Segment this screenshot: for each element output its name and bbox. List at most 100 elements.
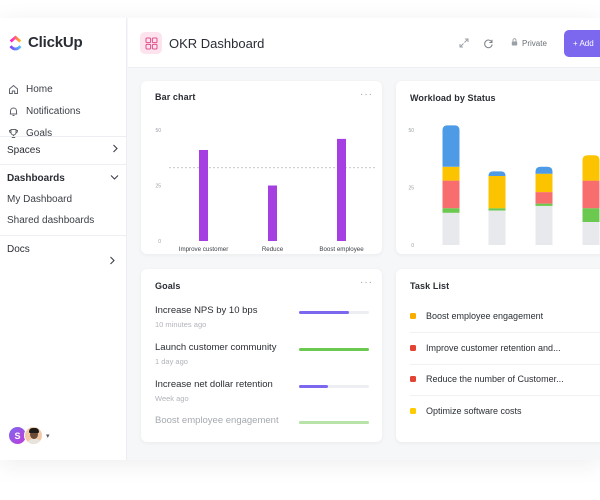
stacked-bar-segment (582, 208, 600, 222)
sidebar-item-shared-dashboards[interactable]: Shared dashboards (7, 215, 95, 226)
task-status-dot (410, 313, 416, 319)
bell-icon (7, 105, 20, 118)
stacked-bar-segment (535, 205, 553, 245)
stacked-bar-segment (442, 208, 460, 213)
stacked-bar-segment (535, 192, 553, 204)
goal-progress-track (299, 421, 369, 424)
card-title: Workload by Status (410, 93, 496, 103)
avatar[interactable] (24, 426, 43, 445)
stacked-bar-segment (582, 155, 600, 181)
y-tick-label: 50 (408, 128, 414, 134)
y-tick-label: 50 (155, 128, 161, 134)
goal-progress-track (299, 348, 369, 351)
brand-name: ClickUp (28, 34, 83, 51)
chevron-right-icon (111, 144, 119, 156)
avatar-initial: S (14, 430, 21, 441)
more-menu-icon[interactable]: ··· (360, 89, 373, 100)
app-window: ClickUp Home Notifications Goals Spaces (0, 18, 600, 460)
bar (268, 185, 277, 241)
goal-name: Boost employee engagement (155, 415, 279, 426)
task-row[interactable]: Reduce the number of Customer... (410, 374, 600, 384)
task-divider (410, 395, 600, 396)
goal-progress-track (299, 311, 369, 314)
goal-progress-fill (299, 311, 350, 314)
stacked-bar-segment (535, 173, 553, 193)
sidebar-item-notifications[interactable]: Notifications (7, 104, 80, 118)
workload-card: Workload by Status 02550Q1Q2Q3Q4 (396, 81, 600, 254)
sidebar-dashboards[interactable]: Dashboards (7, 173, 119, 184)
sidebar-divider (0, 235, 127, 236)
stacked-bar-segment (442, 212, 460, 245)
expand-icon[interactable] (457, 36, 471, 50)
refresh-icon[interactable] (481, 36, 495, 50)
sidebar-divider (0, 136, 127, 137)
bar (199, 149, 208, 241)
task-label: Optimize software costs (426, 406, 522, 416)
stacked-bar-segment (535, 203, 553, 206)
stacked-bar-segment (442, 125, 460, 167)
sidebar-spaces[interactable]: Spaces (7, 144, 119, 156)
page-title: OKR Dashboard (169, 36, 265, 51)
goal-name: Increase NPS by 10 bps (155, 305, 258, 316)
task-label: Improve customer retention and... (426, 343, 561, 353)
stacked-bar-segment (488, 210, 506, 245)
task-status-dot (410, 376, 416, 382)
y-tick-label: 25 (155, 184, 161, 190)
card-title: Bar chart (155, 92, 196, 102)
chevron-down-icon[interactable]: ▾ (46, 433, 50, 440)
sidebar-item-my-dashboard[interactable]: My Dashboard (7, 194, 73, 205)
y-tick-label: 0 (411, 243, 414, 249)
goal-progress-fill (299, 421, 369, 424)
home-icon (7, 83, 20, 96)
goal-progress-fill (299, 385, 329, 388)
sidebar-item-label: Notifications (26, 105, 81, 117)
clickup-logo[interactable]: ClickUp (8, 34, 83, 51)
stacked-bar-segment (582, 222, 600, 245)
bar-chart-card: Bar chart ··· 0 25 50 Improve customerreten… (141, 81, 382, 254)
task-row[interactable]: Boost employee engagement (410, 311, 600, 321)
sidebar-item-home[interactable]: Home (7, 82, 53, 96)
task-row[interactable]: Improve customer retention and... (410, 343, 600, 353)
task-label: Boost employee engagement (426, 311, 544, 321)
more-menu-icon[interactable]: ··· (360, 277, 373, 288)
stacked-bar-segment (535, 166, 553, 174)
sidebar-divider (0, 164, 127, 165)
stacked-bar-segment (582, 180, 600, 209)
goal-name: Increase net dollar retention (155, 379, 273, 390)
goal-progress-track (299, 385, 369, 388)
goals-card: Goals ··· Increase NPS by 10 bps 10 minu… (141, 269, 382, 442)
goal-time: 1 day ago (155, 357, 188, 366)
sidebar-docs[interactable]: Docs (7, 244, 119, 255)
card-title: Goals (155, 281, 181, 291)
trophy-icon (7, 127, 20, 140)
docs-label: Docs (7, 244, 30, 255)
goal-time: Week ago (155, 394, 189, 403)
header: OKR Dashboard Private + Add (128, 18, 600, 68)
stacked-bar-segment (488, 176, 506, 209)
privacy-toggle[interactable]: Private (511, 38, 547, 48)
task-status-dot (410, 345, 416, 351)
chevron-right-icon[interactable] (108, 252, 116, 270)
sidebar: ClickUp Home Notifications Goals Spaces (0, 18, 127, 460)
task-label: Reduce the number of Customer... (426, 374, 564, 384)
task-divider (410, 332, 600, 333)
y-tick-label: 25 (408, 186, 414, 192)
y-tick-label: 0 (158, 239, 161, 245)
task-divider (410, 364, 600, 365)
sidebar-item-label: Goals (26, 127, 53, 139)
sidebar-item-label: Home (26, 83, 53, 95)
sidebar-item-goals[interactable]: Goals (7, 126, 52, 140)
card-title: Task List (410, 281, 450, 291)
lock-icon (511, 38, 518, 48)
stacked-bar-segment (442, 166, 460, 181)
x-tick-label: Reducecustomer-reportedbugs (247, 246, 298, 254)
task-row[interactable]: Optimize software costs (410, 406, 600, 416)
bar (337, 138, 346, 241)
add-widget-button[interactable]: + Add (564, 30, 600, 57)
dashboards-label: Dashboards (7, 173, 65, 184)
clickup-logo-icon (9, 35, 22, 50)
workload-chart: 02550Q1Q2Q3Q4 (408, 125, 600, 249)
add-label: + Add (573, 39, 594, 48)
